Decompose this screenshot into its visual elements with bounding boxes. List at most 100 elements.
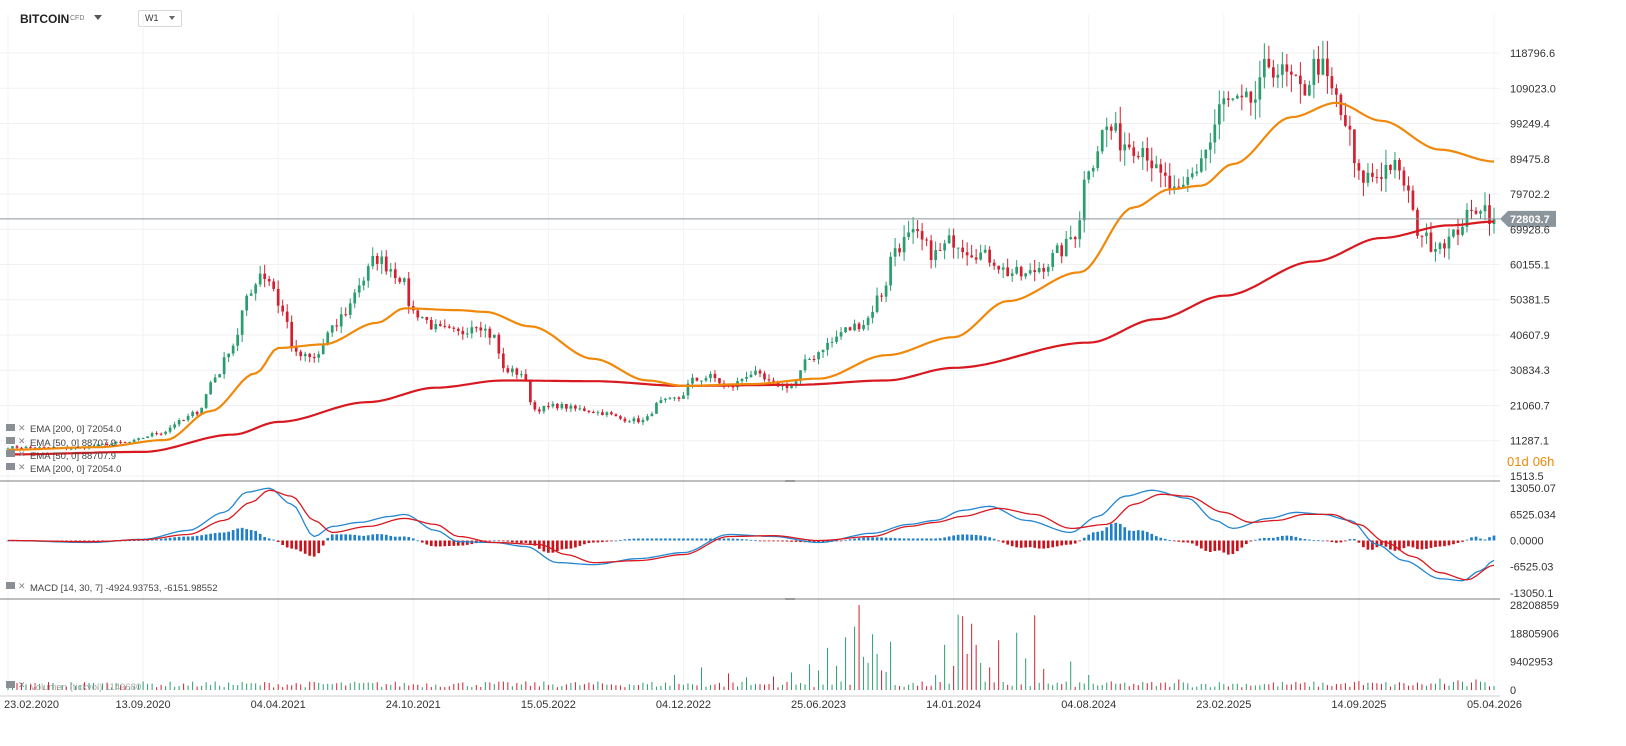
macd-hist-bar [754, 540, 757, 542]
legend-ema50-dup[interactable]: ✕ EMA [50, 0] 88707.9 [6, 449, 116, 462]
list-icon[interactable] [6, 582, 15, 589]
close-icon[interactable]: ✕ [18, 680, 26, 690]
macd-hist-bar [281, 540, 285, 546]
macd-hist-bar [1037, 540, 1041, 549]
candle-body [1082, 179, 1086, 221]
candle-body [1371, 172, 1374, 177]
candle-body [1132, 147, 1136, 156]
macd-hist-bar [1231, 540, 1235, 554]
macd-hist-bar [1208, 540, 1212, 552]
macd-hist-bar [565, 540, 568, 549]
close-icon[interactable]: ✕ [18, 423, 26, 433]
macd-hist-bar [1483, 539, 1487, 541]
candle-body [1105, 126, 1109, 131]
macd-hist-bar [529, 540, 532, 544]
legend-macd[interactable]: ✕ MACD [14, 30, 7] -4924.93753, -6151.98… [6, 581, 218, 594]
macd-hist-bar [294, 540, 298, 550]
close-icon[interactable]: ✕ [18, 449, 26, 459]
macd-hist-bar [164, 538, 167, 541]
symbol-title[interactable]: BITCOIN [20, 12, 70, 26]
candle-body [204, 394, 208, 408]
candle-body [1181, 184, 1185, 188]
candle-body [1078, 220, 1082, 240]
candle-body [1317, 58, 1320, 75]
candle-body [479, 327, 483, 331]
macd-hist-bar [1190, 540, 1194, 544]
candle-body [799, 370, 802, 382]
candle-body [664, 398, 667, 401]
macd-hist-bar [227, 531, 230, 541]
candle-body [101, 443, 104, 445]
macd-hist-bar [929, 538, 933, 541]
candle-body [1272, 67, 1275, 78]
macd-hist-bar [1150, 533, 1154, 541]
candle-body [362, 280, 366, 286]
list-icon[interactable] [6, 437, 15, 444]
macd-hist-bar [956, 534, 960, 541]
candle-body [1411, 190, 1415, 210]
macd-hist-bar [492, 540, 496, 542]
legend-volume[interactable]: ✕ Volumen (tickvol) 1149680 [6, 680, 141, 693]
pane-resize-handle[interactable] [785, 480, 795, 482]
macd-hist-bar [87, 540, 91, 542]
pane-dividers [0, 480, 1500, 697]
macd-hist-bar [983, 536, 987, 541]
close-icon[interactable]: ✕ [18, 581, 26, 591]
macd-hist-bar [1321, 540, 1325, 542]
candle-body [893, 248, 897, 257]
timeframe-select[interactable]: W1 [138, 10, 182, 27]
list-icon[interactable] [6, 681, 15, 688]
macd-hist-bar [569, 540, 573, 549]
list-icon[interactable] [6, 424, 15, 431]
macd-hist-bar [389, 535, 393, 541]
macd-hist-bar [173, 537, 176, 541]
macd-hist-bar [510, 540, 514, 543]
macd-hist-bar [655, 538, 658, 541]
candle-body [902, 237, 906, 253]
candle-body [709, 374, 712, 379]
macd-hist-bar [384, 534, 388, 541]
macd-hist-bar [83, 540, 86, 542]
close-icon[interactable]: ✕ [18, 462, 26, 472]
candle-body [763, 373, 766, 380]
legend-ema200[interactable]: ✕ EMA [200, 0] 72054.0 [6, 423, 121, 435]
candle-body [794, 381, 798, 386]
macd-hist-bar [605, 540, 609, 542]
macd-hist-bar [1019, 540, 1023, 548]
close-icon[interactable]: ✕ [18, 436, 26, 446]
y-tick-label: 18805906 [1510, 628, 1559, 640]
list-icon[interactable] [6, 463, 15, 470]
candle-body [619, 416, 622, 419]
x-tick-label: 14.09.2025 [1331, 699, 1386, 711]
macd-hist-bar [299, 540, 303, 552]
candle-body [758, 370, 762, 374]
candle-body [1357, 163, 1361, 171]
macd-histogram [6, 522, 1496, 557]
macd-hist-bar [425, 540, 429, 545]
symbol-chevron-down-icon[interactable] [94, 15, 102, 20]
candle-body [1492, 218, 1496, 224]
y-tick-label: 40607.9 [1510, 330, 1550, 342]
macd-hist-bar [402, 536, 406, 541]
macd-hist-bar [1195, 540, 1199, 546]
candle-body [898, 248, 901, 253]
candle-body [1447, 236, 1451, 249]
candle-body [425, 317, 429, 320]
legend-ema200-dup[interactable]: ✕ EMA [200, 0] 72054.0 [6, 462, 121, 475]
candle-body [38, 447, 41, 449]
candle-body [601, 412, 604, 416]
macd-hist-bar [443, 540, 447, 547]
candle-body [182, 420, 185, 422]
candle-body [1087, 171, 1091, 180]
macd-hist-bar [641, 538, 645, 541]
macd-hist-bar [186, 536, 190, 541]
legend-ema50[interactable]: ✕ EMA [50, 0] 88707.9 [6, 436, 116, 449]
candle-body [1195, 171, 1199, 174]
list-icon[interactable] [6, 450, 15, 457]
macd-hist-bar [1303, 539, 1307, 541]
candle-body [1199, 158, 1203, 172]
macd-hist-bar [1015, 540, 1019, 548]
macd-hist-bar [1380, 540, 1383, 546]
pane-resize-handle[interactable] [785, 598, 795, 600]
